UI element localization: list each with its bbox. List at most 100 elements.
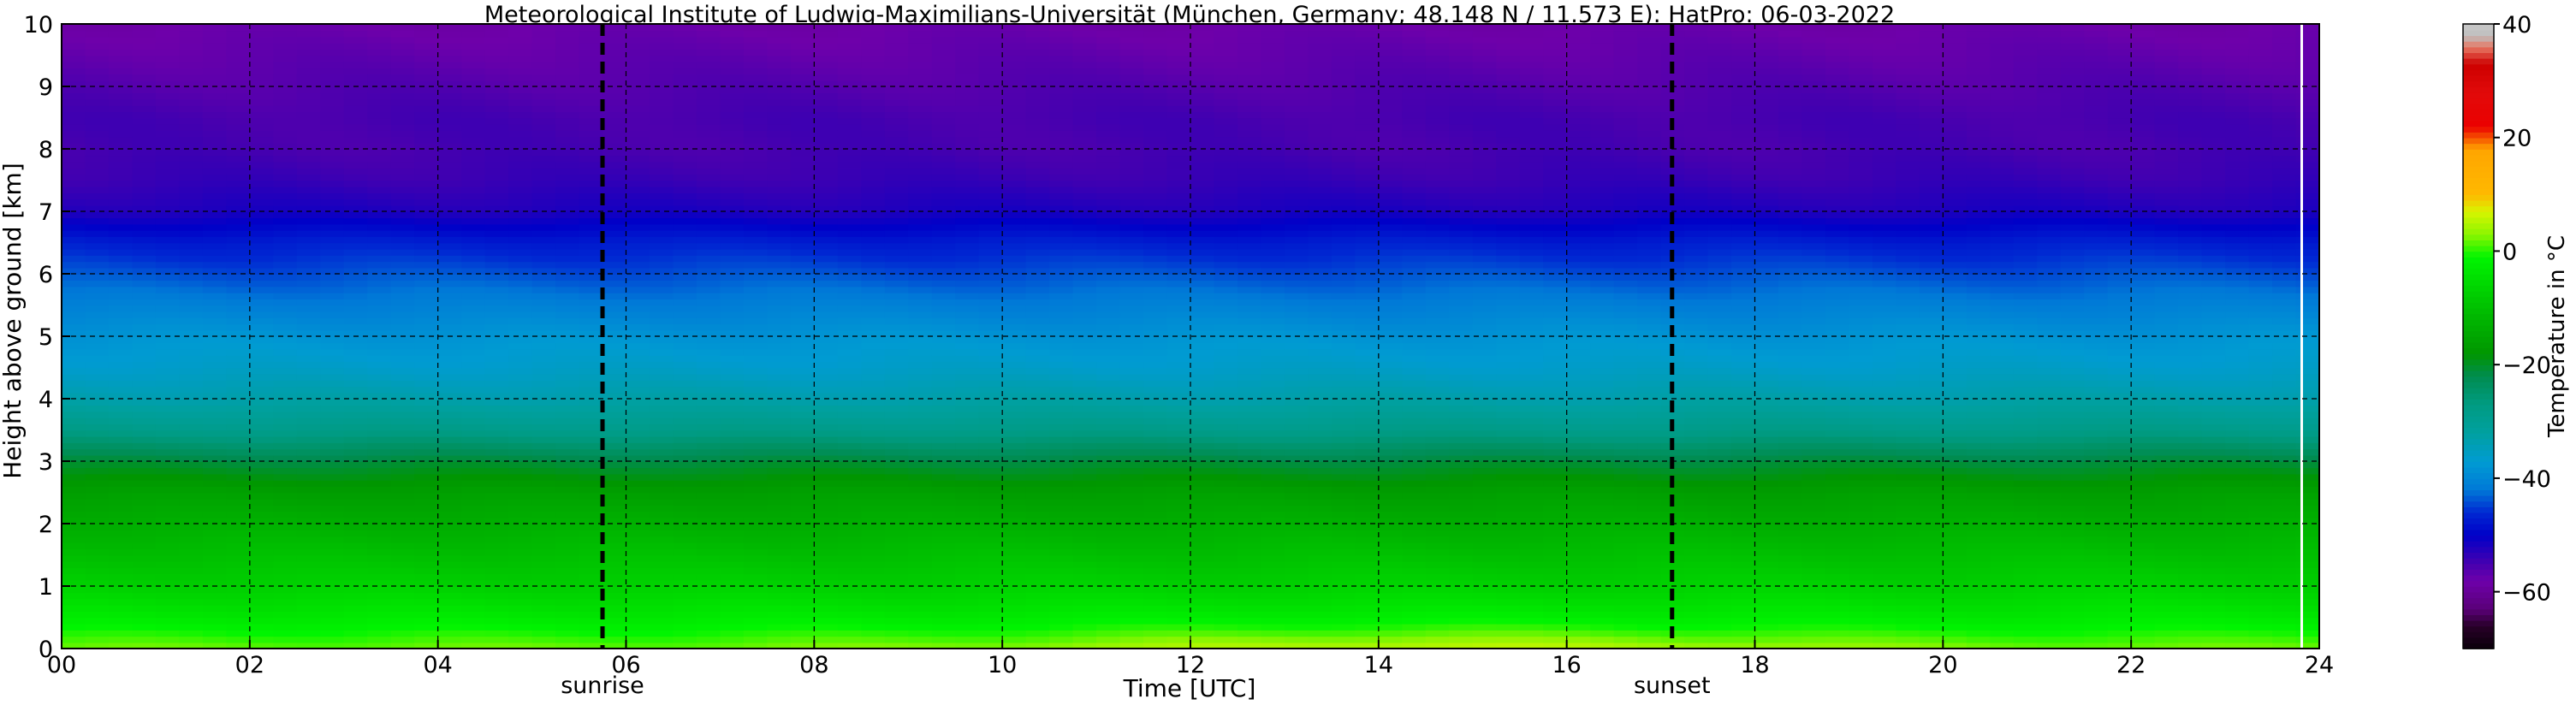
heatmap-cell (1214, 80, 1238, 87)
heatmap-cell (602, 36, 627, 44)
heatmap-cell (508, 311, 533, 318)
heatmap-cell (1166, 323, 1191, 331)
heatmap-cell (1002, 274, 1027, 281)
heatmap-cell (555, 104, 580, 112)
heatmap-cell (390, 80, 415, 87)
heatmap-cell (1025, 155, 1050, 163)
heatmap-cell (85, 61, 110, 68)
heatmap-cell (626, 280, 650, 287)
heatmap-cell (1143, 486, 1168, 494)
heatmap-cell (767, 479, 792, 487)
heatmap-cell (179, 642, 204, 649)
heatmap-cell (320, 274, 345, 281)
heatmap-cell (62, 286, 86, 293)
heatmap-cell (602, 98, 627, 106)
heatmap-cell (367, 223, 392, 231)
heatmap-cell (837, 473, 863, 481)
heatmap-cell (814, 42, 839, 50)
heatmap-cell (837, 442, 863, 450)
heatmap-cell (1190, 486, 1215, 494)
heatmap-cell (202, 505, 228, 512)
heatmap-cell (790, 299, 816, 306)
heatmap-cell (132, 424, 157, 431)
heatmap-cell (1214, 611, 1238, 619)
heatmap-cell (720, 467, 745, 475)
heatmap-cell (179, 598, 204, 606)
heatmap-cell (696, 286, 721, 293)
heatmap-cell (437, 386, 462, 394)
heatmap-cell (179, 342, 204, 350)
heatmap-cell (62, 180, 86, 187)
heatmap-cell (320, 299, 345, 306)
heatmap-cell (602, 342, 627, 350)
heatmap-cell (85, 554, 110, 562)
heatmap-cell (884, 560, 910, 568)
heatmap-cell (461, 417, 486, 424)
heatmap-cell (720, 204, 745, 212)
heatmap-cell (955, 473, 980, 481)
heatmap-cell (390, 505, 415, 512)
heatmap-cell (437, 573, 462, 581)
heatmap-cell (649, 267, 674, 275)
heatmap-cell (790, 511, 816, 518)
heatmap-cell (108, 104, 134, 112)
heatmap-cell (602, 55, 627, 62)
heatmap-cell (626, 586, 650, 594)
heatmap-cell (1096, 329, 1121, 337)
heatmap-cell (978, 286, 1003, 293)
heatmap-cell (390, 248, 415, 256)
heatmap-cell (1143, 517, 1168, 524)
heatmap-cell (579, 367, 603, 375)
heatmap-cell (1025, 180, 1050, 187)
heatmap-cell (1049, 98, 1074, 106)
heatmap-cell (367, 617, 392, 625)
heatmap-cell (226, 524, 251, 531)
heatmap-cell (602, 242, 627, 250)
heatmap-cell (62, 323, 86, 331)
heatmap-cell (1143, 430, 1168, 437)
heatmap-cell (720, 386, 745, 394)
heatmap-cell (1166, 630, 1191, 637)
heatmap-cell (414, 486, 439, 494)
heatmap-cell (978, 542, 1003, 549)
heatmap-cell (814, 311, 839, 318)
heatmap-cell (814, 211, 839, 219)
heatmap-cell (343, 636, 369, 643)
heatmap-cell (484, 74, 509, 81)
heatmap-cell (1190, 55, 1215, 62)
heatmap-cell (931, 223, 957, 231)
heatmap-cell (1119, 604, 1144, 612)
heatmap-cell (884, 130, 910, 138)
heatmap-cell (1002, 104, 1027, 112)
heatmap-cell (1002, 567, 1027, 575)
heatmap-cell (861, 305, 886, 312)
heatmap-cell (908, 461, 933, 469)
heatmap-cell (343, 311, 369, 318)
heatmap-cell (320, 55, 345, 62)
heatmap-cell (155, 161, 181, 169)
heatmap-cell (649, 323, 674, 331)
heatmap-cell (179, 386, 204, 394)
heatmap-cell (649, 630, 674, 637)
heatmap-cell (602, 467, 627, 475)
heatmap-cell (1025, 424, 1050, 431)
heatmap-cell (696, 217, 721, 225)
heatmap-cell (484, 461, 509, 469)
heatmap-cell (155, 435, 181, 443)
heatmap-cell (367, 642, 392, 649)
heatmap-cell (508, 180, 533, 187)
heatmap-cell (884, 548, 910, 556)
heatmap-cell (814, 642, 839, 649)
heatmap-cell (837, 554, 863, 562)
heatmap-cell (814, 74, 839, 81)
heatmap-cell (132, 292, 157, 299)
heatmap-cell (367, 386, 392, 394)
heatmap-cell (132, 68, 157, 75)
heatmap-cell (790, 193, 816, 200)
heatmap-cell (955, 123, 980, 131)
heatmap-cell (320, 454, 345, 462)
heatmap-cell (484, 155, 509, 163)
heatmap-cell (1119, 361, 1144, 369)
heatmap-cell (296, 442, 322, 450)
heatmap-cell (343, 211, 369, 219)
